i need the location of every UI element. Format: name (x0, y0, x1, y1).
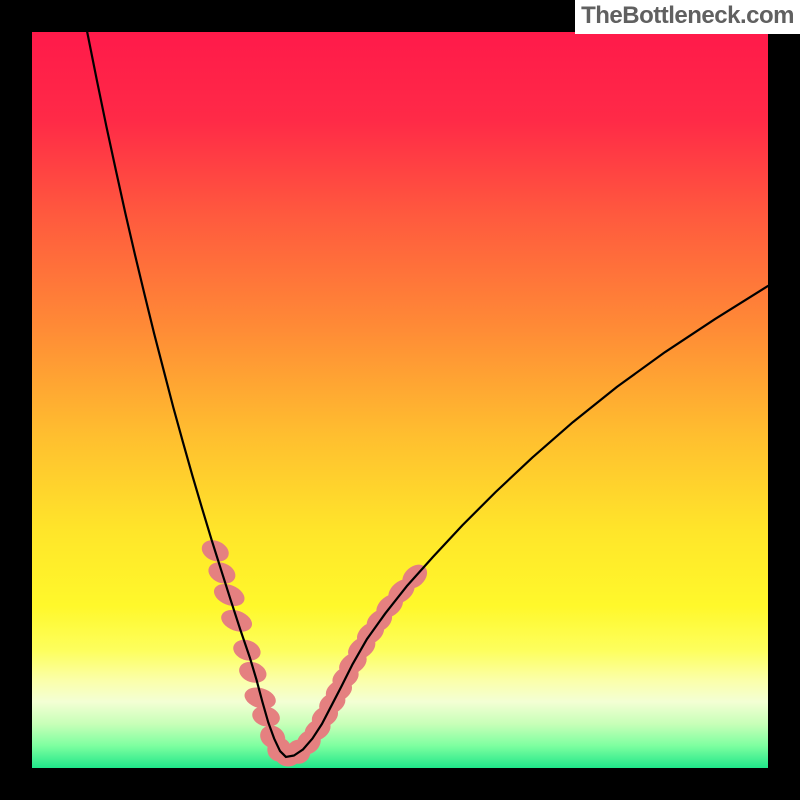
bottleneck-chart (0, 0, 800, 800)
attribution-label: TheBottleneck.com (575, 0, 800, 34)
gradient-plot-area (32, 32, 768, 768)
chart-container: TheBottleneck.com (0, 0, 800, 800)
